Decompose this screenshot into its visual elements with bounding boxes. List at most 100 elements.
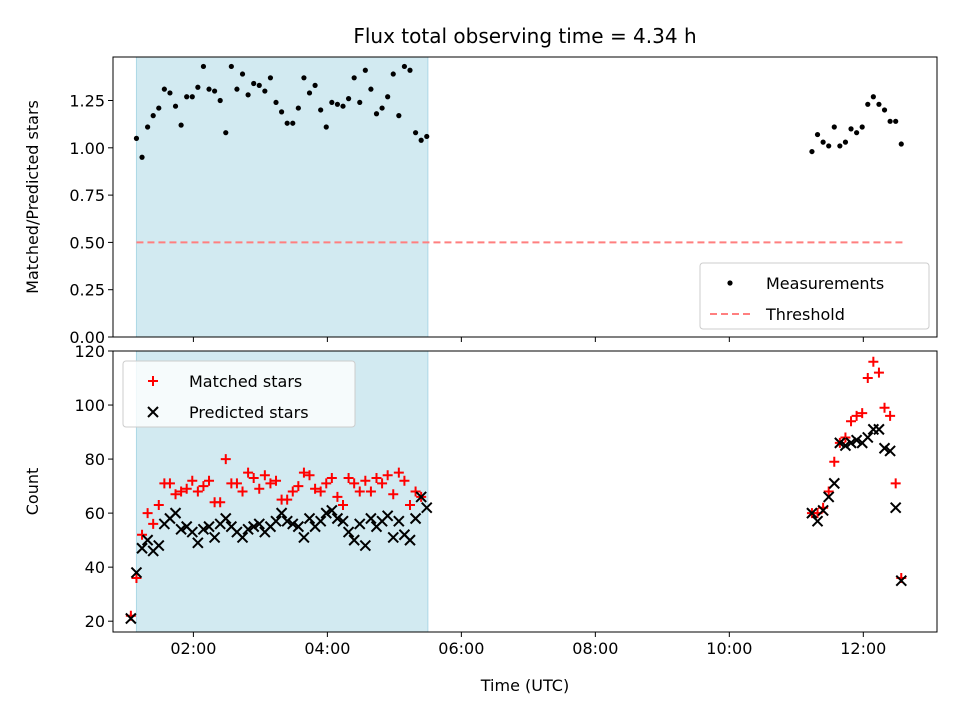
measurement-point bbox=[172, 103, 179, 109]
y-axis-label: Matched/Predicted stars bbox=[23, 100, 42, 294]
chart-title: Flux total observing time = 4.34 h bbox=[353, 24, 696, 48]
y-tick-label: 0.75 bbox=[69, 186, 105, 205]
predicted-point bbox=[365, 512, 377, 525]
measurement-point bbox=[206, 86, 212, 92]
x-tick-label: 08:00 bbox=[572, 639, 618, 658]
measurement-point bbox=[424, 133, 430, 140]
legend-box bbox=[122, 360, 356, 428]
matched-point bbox=[142, 508, 153, 519]
measurement-point bbox=[379, 105, 385, 111]
y-tick-label: 0.00 bbox=[69, 328, 105, 347]
measurement-point bbox=[161, 86, 167, 92]
matched-point bbox=[393, 467, 404, 478]
measurement-point bbox=[212, 88, 218, 94]
matched-point bbox=[176, 486, 187, 497]
matched-point bbox=[198, 481, 209, 492]
predicted-point bbox=[208, 531, 221, 544]
predicted-point bbox=[895, 574, 907, 587]
measurement-point bbox=[133, 135, 140, 141]
measurement-point bbox=[245, 92, 251, 98]
predicted-point bbox=[192, 537, 204, 549]
measurement-point bbox=[870, 94, 876, 100]
predicted-point bbox=[331, 512, 344, 525]
measurement-point bbox=[150, 113, 156, 119]
predicted-point bbox=[314, 515, 327, 527]
measurement-point bbox=[887, 118, 893, 124]
legend-box bbox=[699, 262, 930, 330]
x-tick-label: 06:00 bbox=[438, 639, 484, 658]
matched-point bbox=[265, 478, 276, 489]
predicted-point bbox=[298, 531, 310, 544]
predicted-point bbox=[404, 534, 416, 546]
predicted-point bbox=[281, 515, 293, 527]
legend: Measurements Threshold bbox=[699, 262, 930, 330]
matched-point bbox=[851, 410, 862, 421]
measurement-point bbox=[290, 120, 296, 126]
measurement-point bbox=[368, 86, 374, 92]
x-tick-label: 10:00 bbox=[706, 639, 752, 658]
matched-point bbox=[885, 410, 896, 421]
measurement-point bbox=[418, 137, 424, 143]
measurement-point bbox=[831, 124, 837, 130]
predicted-point bbox=[141, 534, 154, 546]
y-tick-label: 60 bbox=[85, 504, 105, 523]
y-axis-label: Count bbox=[23, 468, 42, 516]
predicted-point bbox=[839, 439, 852, 452]
predicted-point bbox=[175, 523, 187, 536]
predicted-point bbox=[337, 515, 349, 527]
measurement-point bbox=[239, 71, 246, 77]
predicted-point bbox=[381, 510, 394, 522]
matched-point bbox=[326, 472, 337, 483]
x-tick-label: 04:00 bbox=[304, 639, 350, 658]
measurement-point bbox=[351, 75, 357, 81]
axes-frame bbox=[112, 56, 938, 338]
measurement-point bbox=[295, 105, 301, 111]
measurement-point bbox=[329, 99, 335, 106]
matched-point bbox=[310, 483, 321, 494]
matched-point bbox=[343, 472, 354, 483]
matched-point bbox=[237, 486, 248, 497]
y-tick-label: 0.50 bbox=[69, 233, 105, 252]
matched-point bbox=[873, 367, 884, 378]
measurement-point bbox=[234, 86, 240, 92]
matched-point bbox=[131, 572, 142, 583]
matched-point bbox=[153, 500, 164, 511]
measurement-point bbox=[814, 131, 821, 138]
series-dot bbox=[133, 63, 904, 160]
measurement-point bbox=[893, 118, 899, 124]
matched-point bbox=[248, 472, 259, 483]
y-tick-label: 0.25 bbox=[69, 281, 105, 300]
matched-point bbox=[846, 416, 857, 427]
predicted-point bbox=[873, 423, 885, 436]
matched-point bbox=[823, 486, 834, 497]
measurement-point bbox=[345, 96, 352, 102]
predicted-point bbox=[169, 507, 182, 519]
measurement-point bbox=[178, 122, 184, 128]
predicted-point bbox=[326, 504, 338, 517]
measurement-point bbox=[195, 84, 201, 90]
predicted-point bbox=[275, 507, 288, 519]
legend-plus-icon bbox=[148, 376, 158, 386]
measurement-point bbox=[306, 90, 313, 96]
predicted-point bbox=[125, 612, 137, 625]
predicted-point bbox=[342, 526, 355, 538]
predicted-point bbox=[359, 539, 372, 552]
measurement-point bbox=[184, 94, 190, 100]
matched-point bbox=[360, 475, 371, 486]
measurement-point bbox=[357, 99, 363, 106]
measurement-point bbox=[390, 71, 396, 77]
predicted-point bbox=[850, 434, 863, 446]
matched-point bbox=[354, 486, 365, 497]
legend-label: Measurements bbox=[766, 274, 884, 293]
x-tick-label: 12:00 bbox=[840, 639, 886, 658]
predicted-point bbox=[253, 518, 265, 530]
measurement-point bbox=[267, 75, 274, 81]
measurement-point bbox=[156, 105, 162, 111]
matched-point bbox=[298, 467, 309, 478]
predicted-point bbox=[136, 542, 148, 554]
predicted-point bbox=[292, 520, 305, 533]
matched-point bbox=[271, 475, 282, 486]
measurement-point bbox=[809, 148, 815, 155]
predicted-point bbox=[862, 431, 874, 444]
